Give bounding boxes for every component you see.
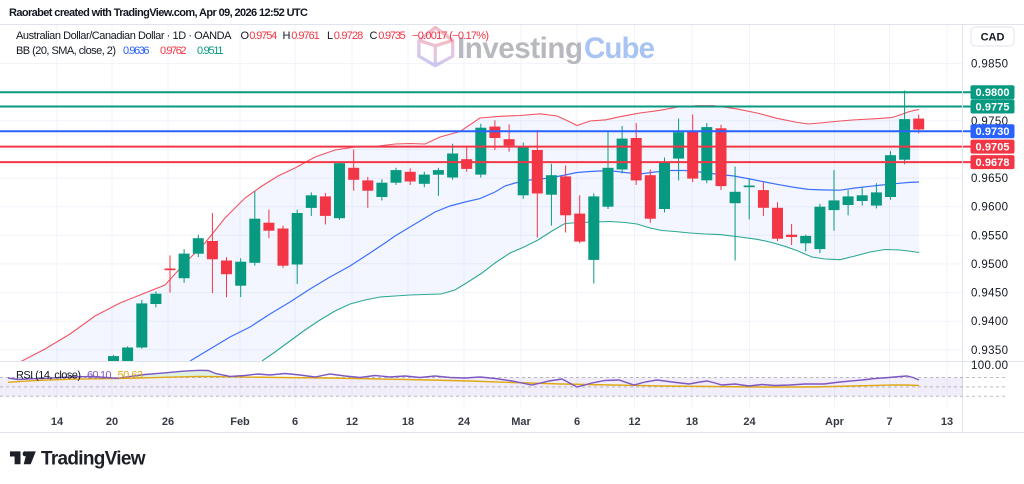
svg-text:0.9400: 0.9400	[971, 316, 1008, 328]
svg-text:TradingView: TradingView	[41, 449, 146, 470]
svg-text:0.9350: 0.9350	[971, 345, 1008, 357]
svg-text:0.9730: 0.9730	[976, 126, 1010, 138]
svg-text:0.9850: 0.9850	[971, 59, 1008, 71]
svg-text:24: 24	[458, 416, 471, 428]
svg-text:12: 12	[346, 416, 358, 428]
svg-text:18: 18	[402, 416, 414, 428]
svg-text:0.9500: 0.9500	[971, 259, 1008, 271]
svg-text:6: 6	[574, 416, 580, 428]
svg-text:12: 12	[628, 416, 640, 428]
svg-text:Feb: Feb	[230, 416, 250, 428]
svg-text:0.9450: 0.9450	[971, 288, 1008, 300]
svg-text:Apr: Apr	[825, 416, 845, 428]
svg-text:0.9678: 0.9678	[976, 157, 1010, 169]
svg-text:20: 20	[106, 416, 118, 428]
svg-text:0.9550: 0.9550	[971, 230, 1008, 242]
svg-text:18: 18	[686, 416, 698, 428]
svg-text:100.00: 100.00	[971, 360, 1008, 372]
svg-text:0.9705: 0.9705	[976, 141, 1010, 153]
svg-text:Mar: Mar	[511, 416, 531, 428]
svg-text:Raorabet created with TradingV: Raorabet created with TradingView.com, A…	[9, 7, 308, 19]
svg-text:7: 7	[886, 416, 892, 428]
svg-text:0.9775: 0.9775	[976, 101, 1010, 113]
svg-text:0.9600: 0.9600	[971, 202, 1008, 214]
svg-text:14: 14	[51, 416, 64, 428]
svg-text:0.9800: 0.9800	[976, 87, 1010, 99]
svg-text:6: 6	[292, 416, 298, 428]
svg-text:13: 13	[941, 416, 953, 428]
svg-text:0.9650: 0.9650	[971, 173, 1008, 185]
svg-text:InvestingCube: InvestingCube	[457, 32, 655, 65]
svg-text:26: 26	[162, 416, 174, 428]
svg-text:Australian Dollar/Canadian Dol: Australian Dollar/Canadian Dollar · 1D ·…	[16, 30, 489, 42]
svg-text:24: 24	[743, 416, 756, 428]
svg-text:CAD: CAD	[981, 32, 1005, 44]
